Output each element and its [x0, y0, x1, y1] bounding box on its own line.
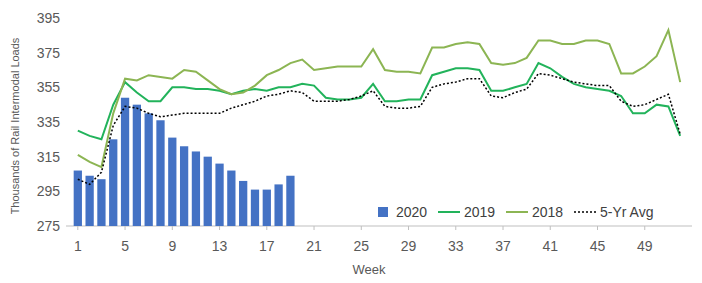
- y-tick-label: 335: [37, 114, 61, 130]
- bar: [145, 113, 153, 226]
- bar: [97, 179, 105, 226]
- legend-label: 2018: [532, 204, 563, 220]
- chart: 275 295 315 335 355 375 395 1 5 9 13 17 21 25 29 33 37 41…: [0, 0, 702, 283]
- legend-swatch: [378, 207, 388, 217]
- x-tick-label: 25: [353, 238, 369, 254]
- bar: [168, 138, 176, 226]
- x-tick-label: 13: [212, 238, 228, 254]
- y-tick-label: 375: [37, 45, 61, 61]
- bar: [274, 184, 282, 226]
- y-tick-label: 275: [37, 218, 61, 234]
- x-tick-label: 21: [306, 238, 322, 254]
- x-tick-label: 1: [74, 238, 82, 254]
- bar: [109, 139, 117, 226]
- x-tick: [597, 226, 598, 230]
- y-tick-label: 315: [37, 149, 61, 165]
- legend-label: 5-Yr Avg: [600, 204, 653, 220]
- y-tick-label: 395: [37, 10, 61, 26]
- y-tick-label: 295: [37, 183, 61, 199]
- x-tick-label: 17: [259, 238, 275, 254]
- legend-swatch: [506, 211, 528, 213]
- y-tick: [63, 87, 66, 88]
- line: [78, 63, 680, 139]
- x-tick: [455, 226, 456, 230]
- plot-area: [74, 30, 681, 226]
- y-tick: [63, 52, 66, 53]
- y-tick-label: 355: [37, 79, 61, 95]
- y-axis-label: Thousands of Rail Intermodal Loads: [9, 37, 21, 214]
- bar: [74, 171, 82, 226]
- legend-swatch: [438, 211, 460, 213]
- bar: [121, 98, 129, 226]
- y-tick: [63, 156, 66, 157]
- bar: [239, 181, 247, 226]
- bar: [192, 151, 200, 226]
- bar: [133, 105, 141, 226]
- bar: [227, 171, 235, 226]
- x-tick-label: 41: [542, 238, 558, 254]
- y-tick: [63, 122, 66, 123]
- x-tick-label: 9: [168, 238, 176, 254]
- legend-label: 2019: [464, 204, 495, 220]
- x-tick-label: 45: [590, 238, 606, 254]
- x-tick-label: 37: [495, 238, 511, 254]
- x-tick: [266, 226, 267, 230]
- legend: 2020 2019 2018 5-Yr Avg: [378, 204, 653, 220]
- y-tick: [63, 191, 66, 192]
- bar: [286, 176, 294, 226]
- y-tick: [63, 18, 66, 19]
- x-tick: [550, 226, 551, 230]
- bar: [215, 164, 223, 226]
- y-tick: [63, 226, 66, 227]
- bar: [263, 190, 271, 226]
- x-tick: [172, 226, 173, 230]
- x-tick: [219, 226, 220, 230]
- x-tick: [644, 226, 645, 230]
- x-tick-label: 33: [448, 238, 464, 254]
- x-tick: [125, 226, 126, 230]
- legend-label: 2020: [396, 204, 427, 220]
- legend-swatch: [574, 211, 596, 213]
- x-tick-label: 29: [401, 238, 417, 254]
- bar: [156, 120, 164, 226]
- line: [78, 73, 680, 184]
- bar: [204, 157, 212, 226]
- x-tick: [314, 226, 315, 230]
- x-tick: [408, 226, 409, 230]
- x-axis-label: Week: [353, 262, 386, 277]
- x-tick: [503, 226, 504, 230]
- x-tick: [77, 226, 78, 230]
- x-tick: [361, 226, 362, 230]
- bar: [180, 146, 188, 226]
- bar: [251, 190, 259, 226]
- x-tick-label: 5: [121, 238, 129, 254]
- x-tick-label: 49: [637, 238, 653, 254]
